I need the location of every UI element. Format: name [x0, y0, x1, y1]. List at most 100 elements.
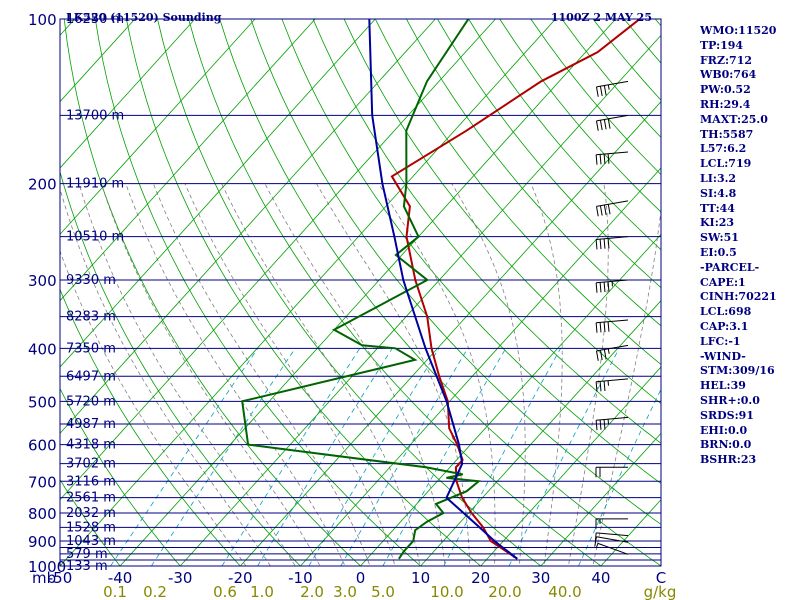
mixing-ratio-label: 2.0 [300, 583, 324, 600]
index-value: RH:29.4 [700, 97, 751, 111]
index-value: TH:5587 [700, 127, 754, 141]
moist-adiabat-line [60, 187, 271, 566]
pressure-label: 100 [28, 11, 57, 29]
height-label: 5720 m [66, 394, 116, 409]
index-value: CAP:3.1 [700, 319, 749, 333]
isotherm-line [179, 34, 661, 566]
wind-barb [595, 114, 629, 131]
mixing-ratio-label: 10.0 [430, 583, 463, 600]
wind-barb-flag [595, 206, 599, 217]
mixing-ratio-label: 5.0 [371, 583, 395, 600]
wind-barb-flag [595, 86, 599, 97]
wind-barb-flag [599, 86, 603, 97]
wind-barb [595, 279, 629, 293]
dry-adiabat-line [374, 19, 661, 366]
moist-adiabat-line [78, 183, 296, 566]
dry-adiabat-line [468, 19, 661, 251]
wind-barb [595, 416, 629, 431]
index-value: KI:23 [700, 216, 735, 230]
moist-adiabat-line [316, 183, 471, 566]
wind-barb-staff [596, 319, 629, 324]
temperature-label: 20 [471, 569, 490, 587]
index-value: SRDS:91 [700, 408, 754, 422]
wind-barb-flag [603, 349, 607, 360]
mixing-ratio-label: 0.2 [143, 583, 167, 600]
index-value: MAXT:25.0 [700, 112, 768, 126]
wind-barbs [594, 80, 629, 555]
dry-adiabat-line [406, 19, 661, 327]
mixing-ratio-line [151, 348, 296, 566]
wind-barb-flag [595, 322, 598, 333]
height-label: 11910 m [66, 177, 124, 192]
temperature-label: 30 [531, 569, 550, 587]
height-label: 10510 m [66, 230, 124, 245]
moist-adiabat-line [264, 183, 446, 566]
isotherm-line [420, 300, 661, 566]
wind-barb-flag [595, 282, 598, 293]
wind-barb-flag [595, 350, 599, 361]
isobars [60, 19, 661, 566]
wind-barb-flag [607, 204, 611, 215]
wind-barb-flag [595, 381, 598, 392]
wind-barb-staff [596, 114, 629, 122]
index-value: LCL:719 [700, 157, 752, 171]
height-label: 9330 m [66, 273, 116, 288]
wind-barb-flag [599, 282, 602, 293]
height-label: 2561 m [66, 491, 116, 506]
temperature-label: C [656, 569, 666, 587]
temperature-line [390, 19, 641, 560]
wind-barb-staff [596, 536, 629, 543]
isotherm-line [60, 19, 196, 169]
height-label: 2032 m [66, 506, 116, 521]
wind-barb-flag [599, 381, 602, 392]
index-value: TT:44 [700, 201, 735, 215]
isotherm-line [60, 19, 556, 566]
height-label: 4318 m [66, 438, 116, 453]
mixing-ratio-label: 1.0 [250, 583, 274, 600]
isotherm-line [240, 101, 661, 566]
isotherm-line [60, 19, 496, 501]
index-value: BRN:0.0 [700, 438, 752, 452]
moist-adiabat-line [451, 183, 526, 566]
plot-frame [59, 18, 662, 567]
wind-barb-flag [599, 120, 603, 131]
index-value: CAPE:1 [700, 275, 746, 289]
index-value: EHI:0.0 [700, 423, 748, 437]
index-value: TP:194 [700, 38, 744, 52]
wind-barb-flag [607, 281, 610, 292]
wind-barb-flag [595, 239, 598, 250]
wind-barb-staff [596, 151, 629, 156]
dry-adiabat-line [126, 19, 482, 566]
sounding-series [241, 19, 641, 560]
dry-adiabat-line [312, 19, 661, 444]
wind-barb [595, 518, 628, 529]
wind-barb [595, 466, 628, 478]
moist-adiabat-line [60, 249, 247, 566]
index-value: BSHR:23 [700, 453, 757, 467]
dry-adiabat-line [60, 387, 181, 566]
mixing-ratio-line [110, 348, 259, 566]
wind-barb-flag [595, 154, 598, 165]
moist-adiabat-line [530, 183, 563, 566]
isotherm-line [60, 19, 376, 368]
wind-barb-staff [597, 542, 629, 555]
wind-barb-flag [607, 153, 610, 164]
wind-barb-flag [599, 205, 603, 216]
temperature-label: -10 [288, 569, 313, 587]
index-value: FRZ:712 [700, 53, 753, 67]
index-value: HEL:39 [700, 379, 746, 393]
index-value: -WIND- [700, 349, 746, 363]
wind-barb-staff [596, 200, 629, 207]
wind-barb-flag [599, 350, 603, 361]
wind-barb-flag [603, 419, 606, 430]
wind-barb-flag [603, 153, 606, 165]
height-label: 8283 m [66, 310, 116, 325]
moist-adiabat-line [567, 183, 609, 566]
wind-barb-half-flag [595, 543, 599, 549]
chart-time: 1100Z 2 MAY 25 [551, 11, 652, 24]
height-label: 13700 m [66, 108, 124, 123]
mixing-ratio-label: 0.6 [213, 583, 237, 600]
wind-barb-flag [595, 120, 599, 131]
mb-axis-label: mb [32, 569, 56, 587]
moist-adiabat-line [100, 183, 321, 566]
